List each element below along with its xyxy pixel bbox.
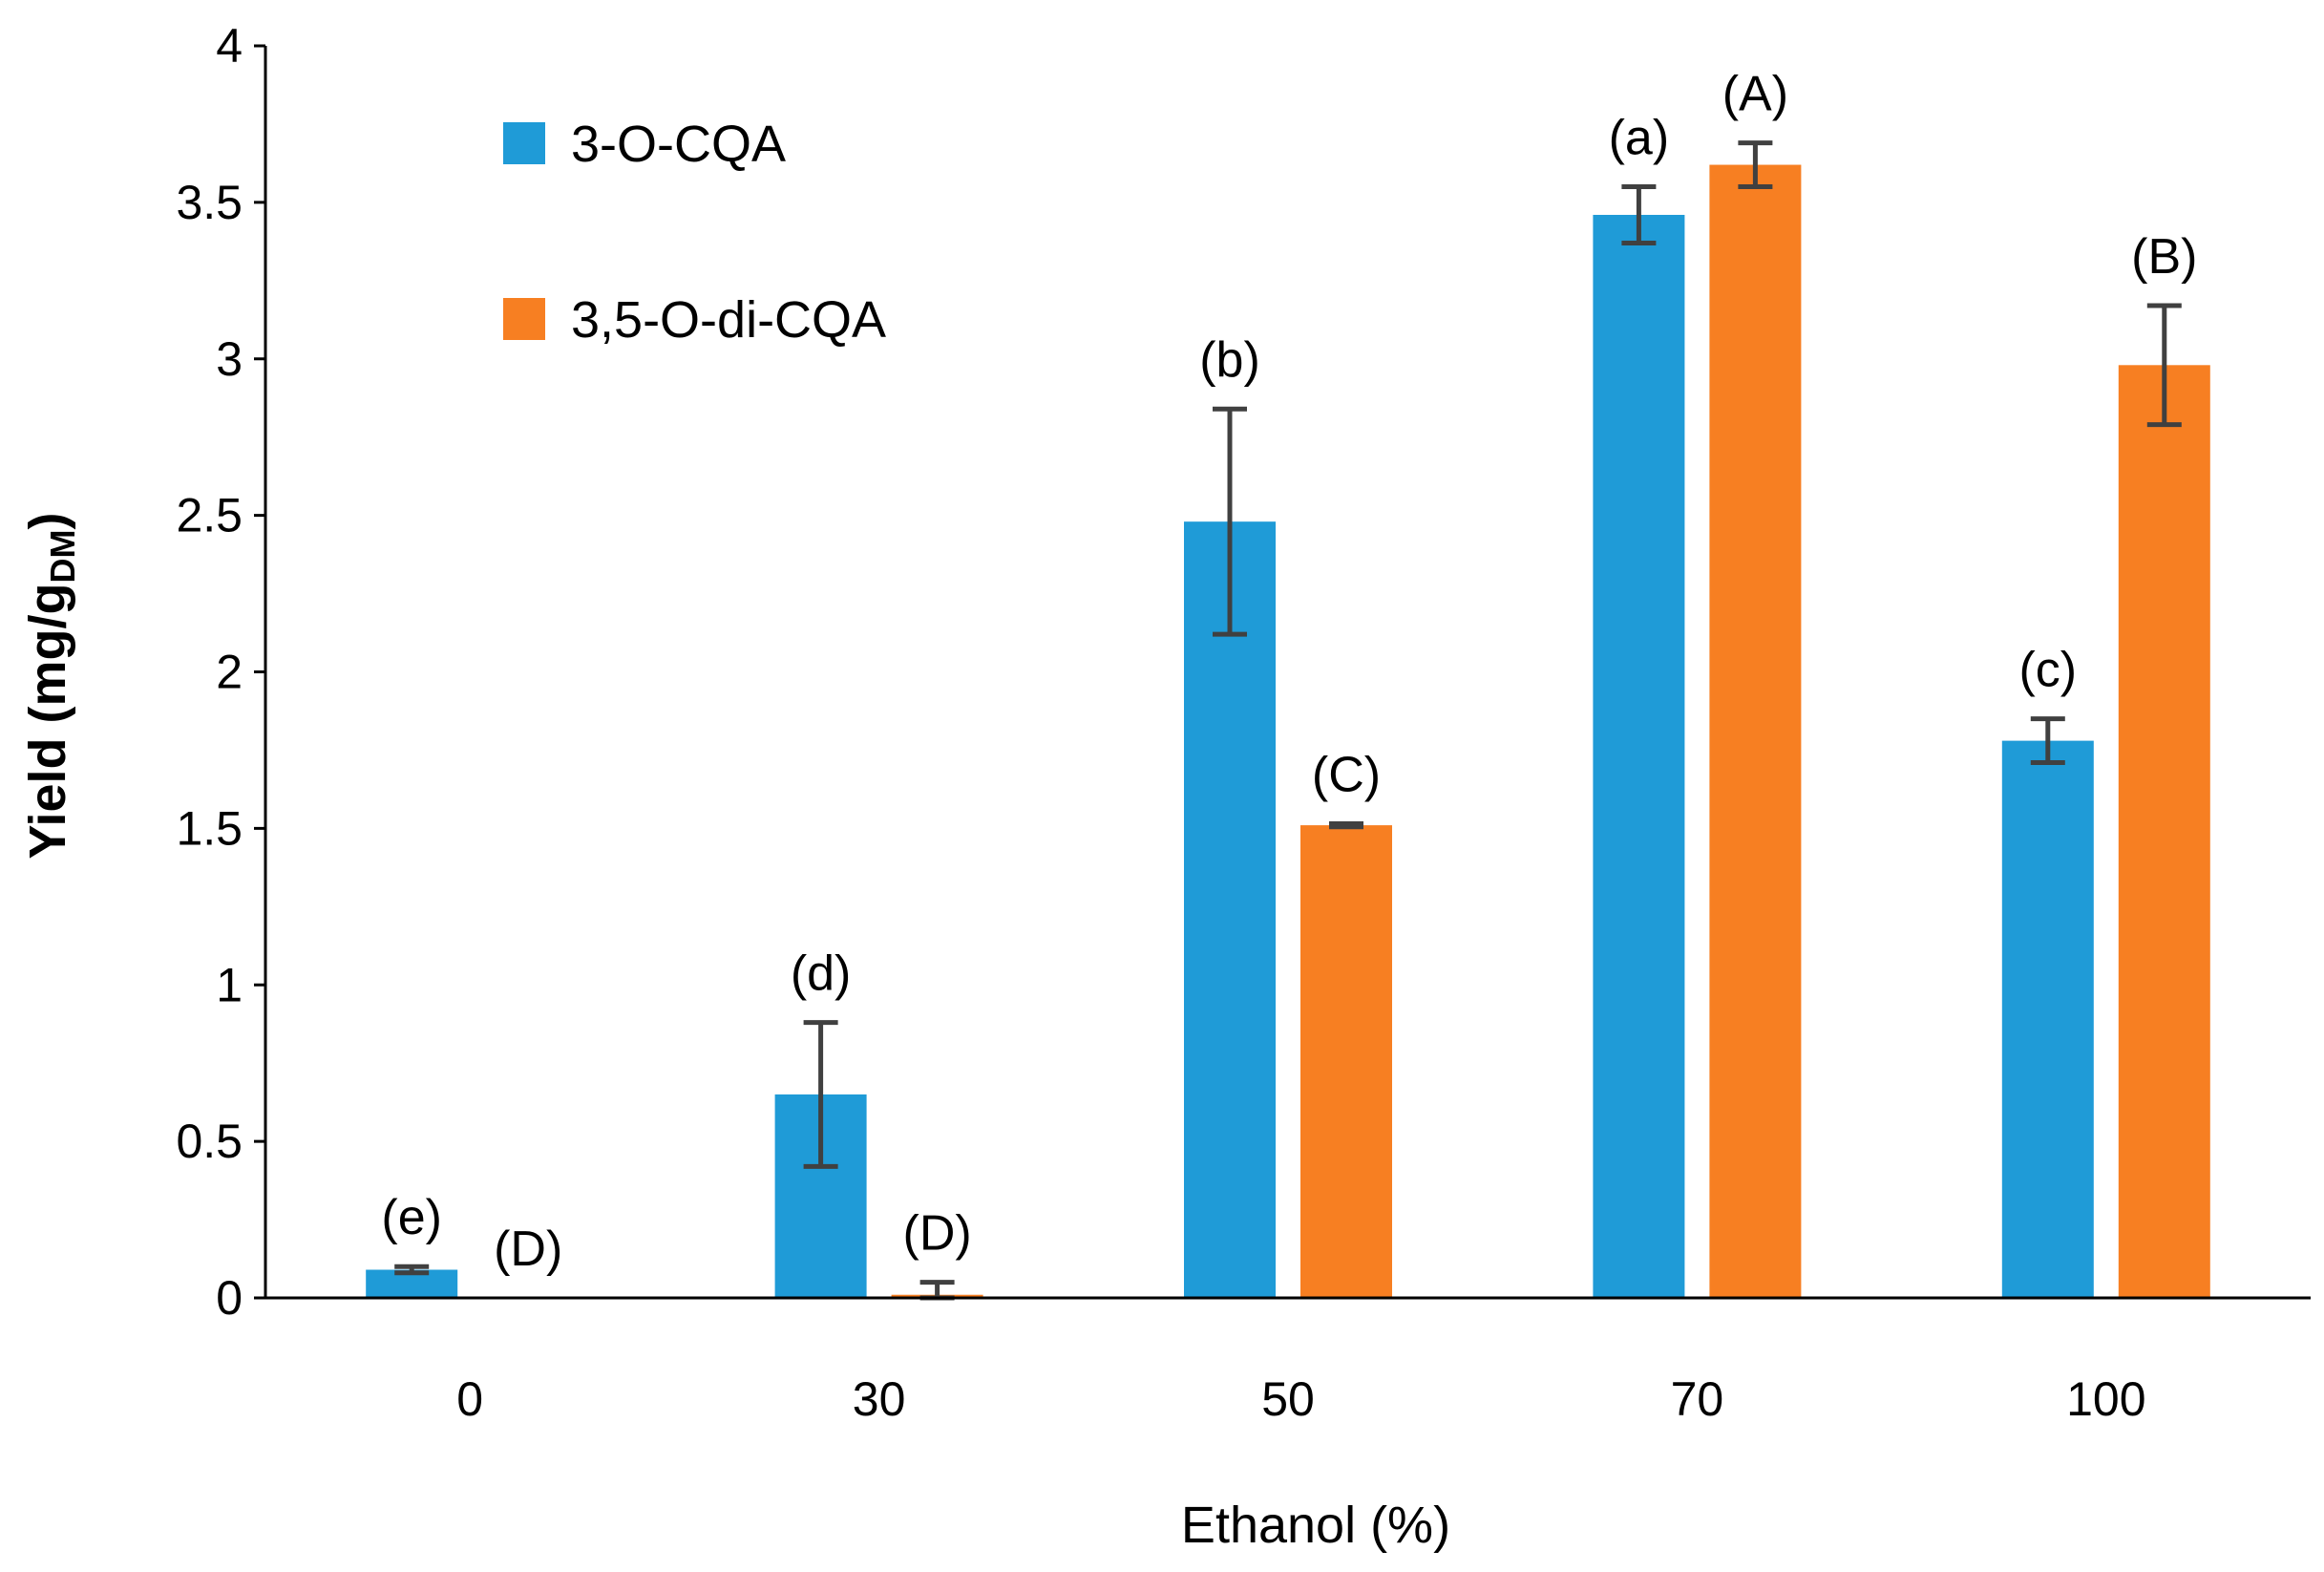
x-tick-layer: 0 30 50 70 100 xyxy=(456,1372,2145,1426)
significance-label-0-2: (b) xyxy=(1199,332,1260,388)
bar-0-2 xyxy=(1184,521,1276,1298)
significance-label-1-4: (B) xyxy=(2131,229,2197,285)
bars-layer xyxy=(366,164,2210,1299)
y-tick-label-6: 3 xyxy=(216,332,243,386)
x-tick-label-4: 100 xyxy=(2066,1372,2145,1426)
y-tick-label-8: 4 xyxy=(216,19,243,73)
legend-label-0: 3-O-CQA xyxy=(571,116,786,173)
axes-layer xyxy=(264,46,2311,1300)
legend-swatch-0 xyxy=(503,122,545,164)
bar-1-2 xyxy=(1300,825,1392,1298)
x-tick-label-3: 70 xyxy=(1671,1372,1724,1426)
y-tick-label-0: 0 xyxy=(216,1271,243,1325)
legend-label-1: 3,5-O-di-CQA xyxy=(571,291,886,349)
x-axis-title: Ethanol (%) xyxy=(1181,1497,1450,1554)
significance-label-1-1: (D) xyxy=(903,1206,972,1262)
x-tick-label-0: 0 xyxy=(456,1372,483,1426)
significance-label-1-3: (A) xyxy=(1722,67,1788,122)
y-axis-title-main: Yield (mg/g xyxy=(19,583,76,859)
y-tick-label-7: 3.5 xyxy=(176,176,243,229)
y-tick-label-3: 1.5 xyxy=(176,801,243,855)
bar-1-3 xyxy=(1709,164,1802,1298)
significance-label-0-0: (e) xyxy=(381,1190,442,1245)
bar-0-4 xyxy=(2001,740,2094,1298)
y-tick-label-1: 0.5 xyxy=(176,1115,243,1168)
error-bars-layer xyxy=(394,140,2182,1301)
significance-labels-layer: (e) (D) (d) (D) (b) (C) (a) (A) (c) (B) xyxy=(381,67,2197,1277)
y-tick-layer: 0 0.5 1 1.5 2 2.5 3 3.5 4 xyxy=(176,19,265,1325)
x-tick-label-2: 50 xyxy=(1261,1372,1315,1426)
y-axis-title: Yield (mg/gDM) xyxy=(19,513,82,860)
y-tick-label-5: 2.5 xyxy=(176,489,243,542)
significance-label-0-4: (c) xyxy=(2018,643,2077,698)
significance-label-0-3: (a) xyxy=(1609,110,1670,165)
y-axis-title-close: ) xyxy=(19,513,76,530)
y-tick-label-4: 2 xyxy=(216,646,243,699)
y-tick-label-2: 1 xyxy=(216,958,243,1011)
bar-0-3 xyxy=(1593,214,1685,1299)
y-axis-title-subscript: DM xyxy=(43,529,82,583)
bar-1-4 xyxy=(2118,365,2210,1298)
legend-swatch-1 xyxy=(503,298,545,340)
x-tick-label-1: 30 xyxy=(853,1372,906,1426)
legend: 3-O-CQA 3,5-O-di-CQA xyxy=(503,116,886,349)
significance-label-1-2: (C) xyxy=(1312,747,1381,802)
significance-label-1-0: (D) xyxy=(494,1221,562,1277)
significance-label-0-1: (d) xyxy=(791,946,852,1002)
